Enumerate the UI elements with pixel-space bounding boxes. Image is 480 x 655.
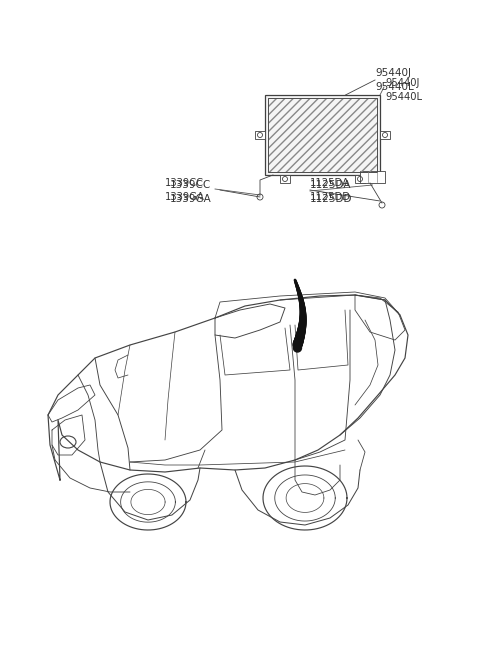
Circle shape <box>293 344 301 352</box>
Bar <box>255 131 265 139</box>
Bar <box>280 175 290 183</box>
Bar <box>268 98 377 172</box>
Text: 95440J: 95440J <box>375 68 411 78</box>
Bar <box>265 95 380 175</box>
Bar <box>380 131 390 139</box>
Text: 1339CC: 1339CC <box>165 178 204 188</box>
Text: 1125DD: 1125DD <box>310 194 352 204</box>
Bar <box>355 175 365 183</box>
Text: 95440J: 95440J <box>385 78 420 88</box>
Text: 1339CC: 1339CC <box>170 180 211 190</box>
Text: 1125DA: 1125DA <box>310 178 350 188</box>
Bar <box>360 171 385 183</box>
Text: 95440L: 95440L <box>385 92 422 102</box>
Text: 1339GA: 1339GA <box>165 192 205 202</box>
Text: 1125DD: 1125DD <box>310 192 351 202</box>
Bar <box>268 98 377 172</box>
Text: 1125DA: 1125DA <box>310 180 351 190</box>
Text: 95440L: 95440L <box>375 82 414 92</box>
Text: 1339GA: 1339GA <box>170 194 212 204</box>
